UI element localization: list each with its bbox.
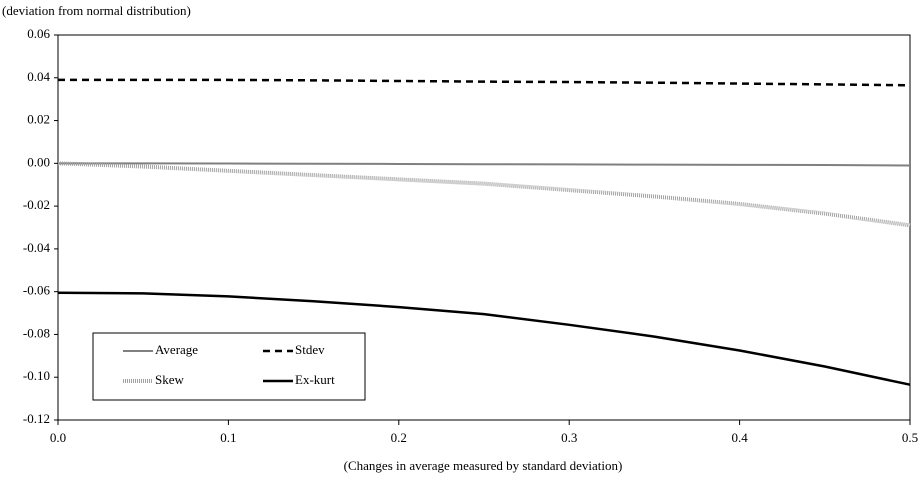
x-tick-label: 0.0 [50, 430, 66, 445]
x-tick-label: 0.4 [731, 430, 748, 445]
legend-label: Stdev [295, 342, 325, 357]
series-line [58, 78, 911, 87]
y-tick-label: -0.06 [23, 283, 51, 298]
y-tick-label: -0.12 [23, 411, 50, 426]
x-tick-label: 0.1 [220, 430, 236, 445]
y-tick-label: -0.10 [23, 368, 50, 383]
x-tick-label: 0.3 [561, 430, 577, 445]
legend-label: Skew [155, 372, 185, 387]
x-tick-label: 0.5 [902, 430, 918, 445]
series-line [57, 161, 911, 228]
x-tick-label: 0.2 [391, 430, 407, 445]
series-line [58, 162, 911, 167]
y-tick-label: 0.06 [27, 26, 50, 41]
plot-frame [57, 34, 911, 421]
x-axis-label: (Changes in average measured by standard… [344, 458, 623, 473]
y-tick-label: 0.04 [27, 69, 50, 84]
y-tick-label: 0.00 [27, 154, 50, 169]
y-tick-label: -0.04 [23, 240, 51, 255]
legend-box [92, 332, 366, 401]
y-tick-label: -0.08 [23, 325, 50, 340]
y-tick-label: 0.02 [27, 112, 50, 127]
y-axis-label: (deviation from normal distribution) [2, 3, 191, 18]
series-line [57, 291, 911, 386]
y-tick-label: -0.02 [23, 197, 50, 212]
legend-label: Average [155, 342, 198, 357]
legend-label: Ex-kurt [295, 372, 335, 387]
